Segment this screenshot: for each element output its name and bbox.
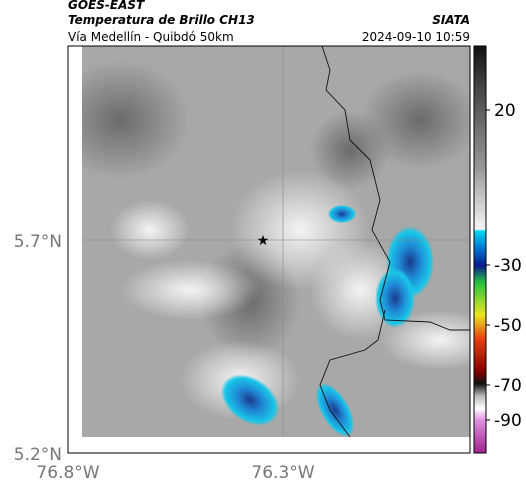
subtitle: Temperatura de Brillo CH13 bbox=[68, 13, 255, 27]
lat-label: 5.7°N bbox=[14, 232, 62, 252]
colorbar-label: -70 bbox=[494, 376, 522, 396]
datetime: 2024-09-10 10:59 bbox=[362, 30, 470, 44]
map-frame bbox=[67, 45, 471, 454]
source: SIATA bbox=[432, 13, 470, 27]
colorbar-label: -50 bbox=[494, 316, 522, 336]
colorbar bbox=[473, 45, 487, 454]
colorbar-ticks bbox=[486, 109, 490, 421]
title: GOES-EAST bbox=[68, 0, 145, 12]
colorbar-label: 20 bbox=[494, 101, 516, 121]
star-marker: ★ bbox=[257, 233, 270, 249]
location: Vía Medellín - Quibdó 50km bbox=[68, 30, 234, 44]
lat-label: 5.2°N bbox=[14, 445, 62, 465]
colorbar-label: -30 bbox=[494, 256, 522, 276]
lon-label: 76.3°W bbox=[251, 463, 314, 483]
lon-label: 76.8°W bbox=[36, 463, 99, 483]
satellite-image: ★ bbox=[82, 46, 470, 437]
colorbar-label: -90 bbox=[494, 411, 522, 431]
